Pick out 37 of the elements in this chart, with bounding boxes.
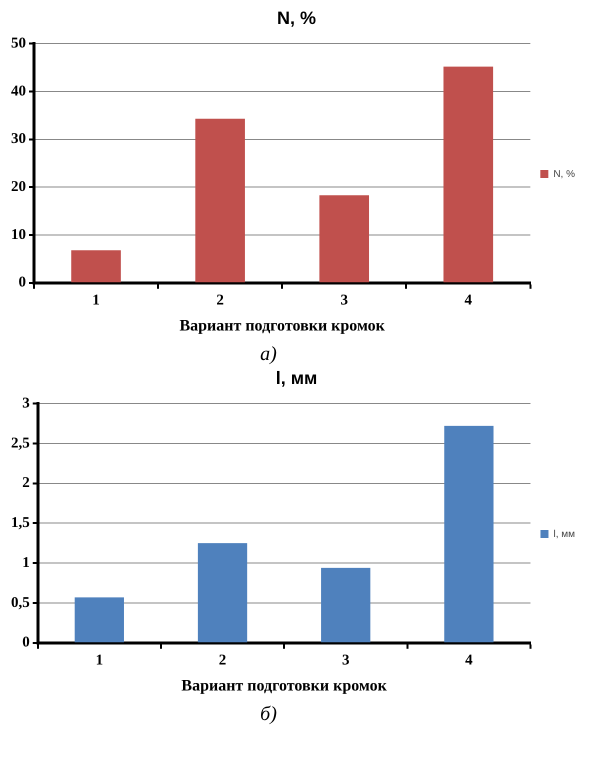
chart-title: l, мм bbox=[276, 368, 318, 388]
y-tick-label: 2,5 bbox=[11, 435, 30, 452]
y-tick-label: 2 bbox=[22, 475, 30, 492]
y-tick-label: 30 bbox=[11, 131, 26, 148]
text: а) bbox=[259, 342, 278, 367]
x-tick-label: 3 bbox=[340, 292, 348, 309]
bar bbox=[195, 118, 245, 282]
x-tick-label: 2 bbox=[218, 652, 226, 669]
y-tick-label: 0 bbox=[18, 274, 26, 291]
x-axis-title: Вариант подготовки кромок bbox=[179, 318, 386, 335]
chart-title: N, % bbox=[276, 8, 316, 28]
x-tick-label: 2 bbox=[216, 292, 224, 309]
bar bbox=[74, 597, 124, 642]
bar bbox=[321, 568, 370, 642]
legend-label: l, мм bbox=[553, 528, 576, 540]
y-tick-label: 3 bbox=[22, 395, 30, 412]
y-tick-label: 0,5 bbox=[11, 594, 30, 611]
x-tick-label: 4 bbox=[465, 652, 474, 669]
x-axis-title: Вариант подготовки кромок bbox=[181, 678, 388, 695]
bar bbox=[198, 543, 248, 642]
y-tick-label: 10 bbox=[11, 226, 26, 243]
bar bbox=[444, 426, 494, 642]
y-tick-label: 20 bbox=[11, 178, 26, 195]
x-tick-label: 1 bbox=[96, 652, 104, 669]
bar bbox=[71, 250, 121, 282]
y-tick-label: 1 bbox=[22, 554, 30, 571]
bar bbox=[319, 195, 370, 282]
x-tick-label: 4 bbox=[464, 292, 473, 309]
legend-label: N, % bbox=[553, 168, 576, 180]
text: б) bbox=[259, 702, 278, 727]
y-tick-label: 50 bbox=[11, 35, 26, 52]
bar bbox=[443, 66, 494, 282]
x-tick-label: 3 bbox=[342, 652, 350, 669]
x-tick-label: 1 bbox=[92, 292, 100, 309]
y-tick-label: 1,5 bbox=[11, 515, 30, 532]
y-tick-label: 40 bbox=[11, 83, 26, 100]
y-tick-label: 0 bbox=[22, 634, 30, 651]
